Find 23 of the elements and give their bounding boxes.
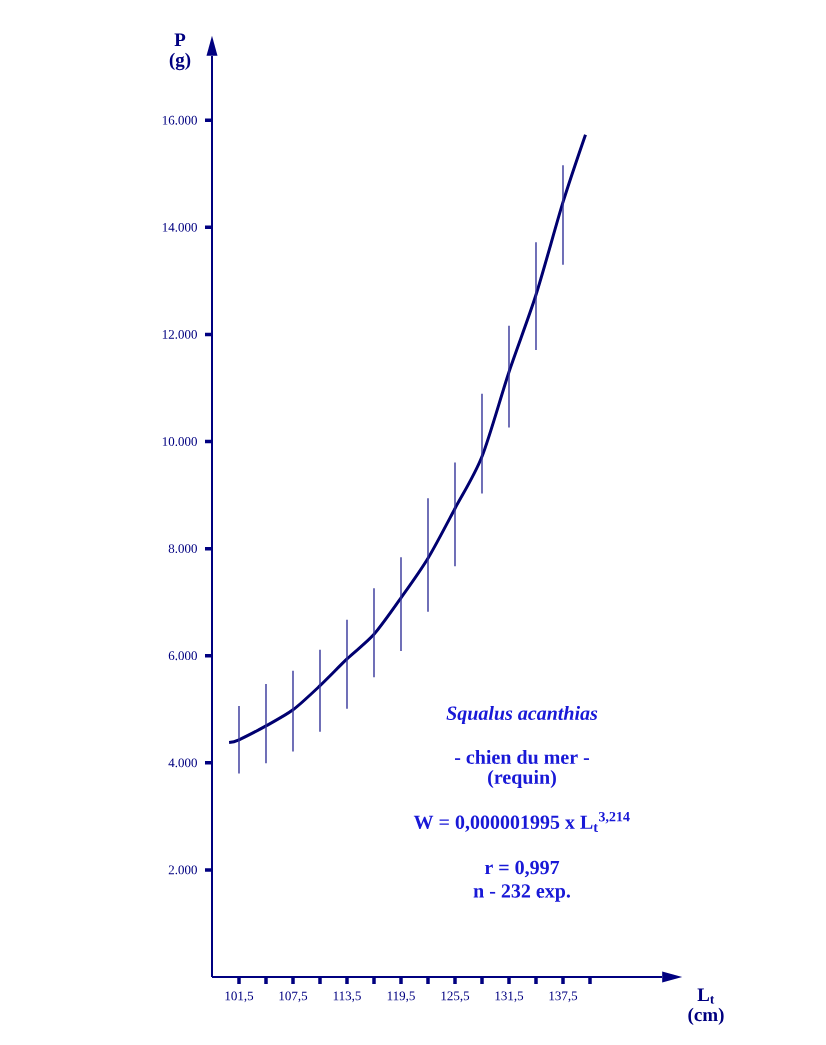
y-tick-label: 10.000 [162,437,197,446]
x-tick-label: 137,5 [549,991,578,1003]
annotation: W = 0,000001995 x L$_{t}$3,214 [413,811,630,833]
x-axis-title: L$_{t}$ (cm) [688,988,724,1026]
annotation: r = 0,997 [484,860,560,878]
y-tick-label: 14.000 [162,222,197,232]
annotation: n - 232 exp. [473,884,571,902]
annotation: Squalus acanthias [446,705,598,725]
y-tick-label: 4.000 [168,758,197,768]
y-tick-label: 16.000 [162,115,197,125]
x-tick-label: 113,5 [333,991,361,1003]
x-tick-label: 125,5 [441,991,470,1003]
x-tick-label: 107,5 [279,991,308,1003]
y-tick-label: 8.000 [168,544,197,554]
x-tick-label: 101,5 [225,991,254,1003]
annotation: (requin) [488,769,556,789]
annotation: - chien du mer - [454,749,590,765]
y-tick-label: 6.000 [168,651,197,661]
y-tick-label: 12.000 [162,330,197,339]
x-tick-label: 131,5 [495,991,524,1003]
y-tick-label: 2.000 [168,865,197,875]
x-tick-label: 119,5 [387,991,415,1003]
y-axis-title: P (g) [169,33,191,71]
